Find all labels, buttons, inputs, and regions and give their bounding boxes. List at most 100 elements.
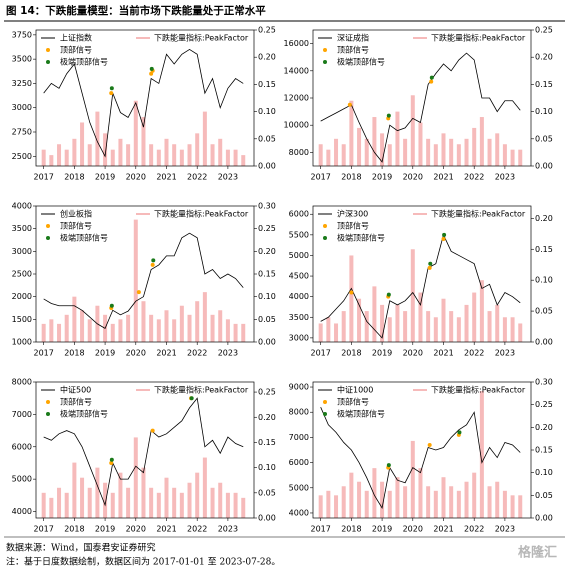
peak-factor-bar <box>495 304 500 342</box>
peak-factor-bar <box>433 144 438 166</box>
signal-dot <box>109 91 114 96</box>
peak-factor-bar <box>103 482 108 518</box>
x-tick-label: 2021 <box>156 525 176 534</box>
x-tick-label: 2019 <box>372 173 392 182</box>
peak-factor-bar <box>380 481 385 518</box>
peak-factor-bar <box>156 149 161 166</box>
peak-factor-bar <box>195 472 200 518</box>
y-tick-label: 6000 <box>12 442 32 451</box>
x-tick-label: 2017 <box>310 525 330 534</box>
peak-factor-bar <box>456 490 461 518</box>
legend-swatch <box>323 60 327 64</box>
source-note: 数据来源：Wind，国泰君安证券研究 <box>6 542 156 554</box>
peak-factor-bar <box>326 317 331 342</box>
peak-factor-bar <box>380 304 385 342</box>
legend-label: 极端顶部信号 <box>60 57 108 67</box>
peak-factor-bar <box>464 304 469 342</box>
signal-dot <box>386 113 391 118</box>
signal-dot <box>136 290 141 295</box>
peak-factor-bar <box>349 255 354 342</box>
peak-factor-bar <box>449 311 454 342</box>
legend-label: 下跌能量指标:PeakFactor <box>431 209 526 219</box>
x-tick-label: 2023 <box>495 173 515 182</box>
legend-swatch <box>46 48 50 52</box>
x-tick-label: 2017 <box>33 525 53 534</box>
x-tick-label: 2020 <box>126 349 146 358</box>
peak-factor-bar <box>57 323 62 342</box>
peak-factor-bar <box>172 319 177 342</box>
y2-tick-label: 0.00 <box>535 514 553 523</box>
signal-dot <box>428 261 433 266</box>
peak-factor-bar <box>64 314 69 342</box>
signal-dot <box>109 460 114 465</box>
legend-swatch <box>323 236 327 240</box>
x-tick-label: 2022 <box>464 173 484 182</box>
signal-dot <box>150 262 155 267</box>
peak-factor-bar <box>441 133 446 166</box>
legend-swatch <box>323 400 327 404</box>
y-tick-label: 4500 <box>289 272 309 281</box>
peak-factor-bar <box>456 317 461 342</box>
y2-tick-label: 0.25 <box>258 26 276 35</box>
y2-tick-label: 0.15 <box>535 80 553 89</box>
y2-tick-label: 0.05 <box>535 307 553 316</box>
peak-factor-bar <box>479 117 484 166</box>
y-tick-label: 3000 <box>289 333 309 342</box>
y2-tick-label: 0.00 <box>258 514 276 523</box>
x-tick-label: 2021 <box>156 173 176 182</box>
y2-tick-label: 0.10 <box>258 107 276 116</box>
y-tick-label: 3250 <box>12 79 32 88</box>
peak-factor-bar <box>502 144 507 166</box>
legend-label: 创业板指 <box>60 209 92 219</box>
y2-tick-label: 0.20 <box>258 247 276 256</box>
peak-factor-bar <box>202 292 207 342</box>
peak-factor-bar <box>149 487 154 518</box>
x-tick-label: 2017 <box>33 349 53 358</box>
y2-tick-label: 0.10 <box>535 276 553 285</box>
y-tick-label: 6000 <box>289 458 309 467</box>
legend-label: 顶部信号 <box>60 221 92 231</box>
peak-factor-bar <box>172 487 177 518</box>
y2-tick-label: 0.25 <box>258 388 276 397</box>
y-tick-label: 8000 <box>289 148 309 157</box>
peak-factor-bar <box>80 122 85 166</box>
legend-swatch <box>323 48 327 52</box>
peak-factor-bar <box>141 117 146 166</box>
y2-tick-label: 0.25 <box>258 224 276 233</box>
data-note: 注：基于日度数据绘制，数据区间为 2017-01-01 至 2023-07-28… <box>6 556 280 568</box>
peak-factor-bar <box>195 301 200 342</box>
x-tick-label: 2023 <box>495 525 515 534</box>
y2-tick-label: 0.05 <box>258 488 276 497</box>
y2-tick-label: 0.10 <box>258 292 276 301</box>
peak-factor-bar <box>149 144 154 166</box>
peak-factor-bar <box>133 437 138 518</box>
legend-label: 深证成指 <box>337 33 369 43</box>
peak-factor-bar <box>487 311 492 342</box>
x-tick-label: 2019 <box>95 525 115 534</box>
peak-factor-bar <box>57 144 62 166</box>
peak-factor-bar <box>472 292 477 342</box>
y2-tick-label: 0.25 <box>535 400 553 409</box>
y2-tick-label: 0.15 <box>258 438 276 447</box>
x-tick-label: 2017 <box>33 173 53 182</box>
peak-factor-bar <box>72 138 77 166</box>
x-tick-label: 2017 <box>310 173 330 182</box>
y-tick-label: 5000 <box>289 251 309 260</box>
peak-factor-bar <box>357 298 362 342</box>
x-tick-label: 2020 <box>403 349 423 358</box>
peak-factor-bar <box>318 144 323 166</box>
x-tick-label: 2018 <box>64 173 84 182</box>
y2-tick-label: 0.15 <box>258 270 276 279</box>
y2-tick-label: 0.20 <box>258 413 276 422</box>
peak-factor-bar <box>202 111 207 166</box>
y-tick-label: 3000 <box>12 103 32 112</box>
peak-factor-bar <box>318 323 323 342</box>
signal-dot <box>386 463 391 468</box>
legend-swatch <box>46 412 50 416</box>
peak-factor-bar <box>72 462 77 518</box>
legend-swatch <box>46 236 50 240</box>
peak-factor-bar <box>487 138 492 166</box>
index-line <box>43 48 244 158</box>
y2-tick-label: 0.15 <box>535 245 553 254</box>
peak-factor-bar <box>110 492 115 518</box>
